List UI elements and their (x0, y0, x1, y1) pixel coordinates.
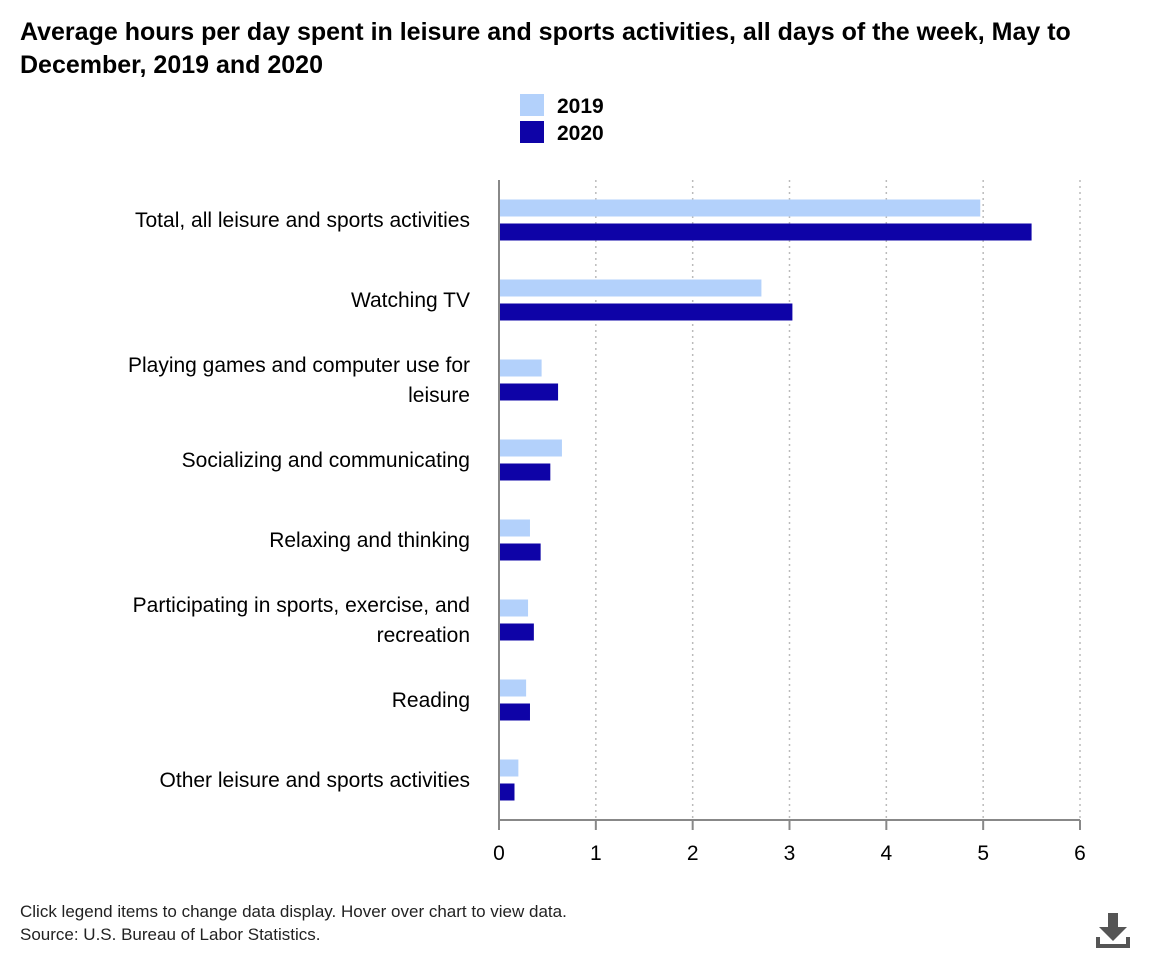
download-icon (1096, 913, 1130, 948)
legend-swatch-2020 (520, 121, 544, 143)
instruction-note: Click legend items to change data displa… (20, 902, 567, 921)
bar-2020-7[interactable]: 2020: 0.32 (499, 703, 530, 721)
bar-2019-7[interactable]: 2019: 0.28 (499, 679, 527, 697)
bar-2019-2[interactable]: 2019: 2.71 (499, 279, 762, 297)
x-tick-label-4: 4 (880, 842, 892, 865)
legend-label-2019: 2019 (557, 95, 604, 118)
bar-2020-4[interactable]: 2020: 0.53 (499, 463, 551, 481)
legend-label-2020: 2020 (557, 122, 604, 145)
chart-footer: Click legend items to change data displa… (20, 900, 567, 946)
bar-2019-4[interactable]: 2019: 0.65 (499, 439, 562, 457)
x-tick-label-5: 5 (977, 842, 989, 865)
legend-swatch-2019 (520, 94, 544, 116)
category-label-3-line-2: leisure (408, 384, 470, 407)
legend-item-2019[interactable]: 2019 (520, 94, 604, 118)
category-label-5: Relaxing and thinking (269, 529, 470, 552)
bar-2020-8[interactable]: 2020: 0.16 (499, 783, 515, 801)
category-label-6-line-1: Participating in sports, exercise, and (133, 594, 470, 617)
category-label-2: Watching TV (351, 289, 470, 312)
bar-2019-3[interactable]: 2019: 0.44 (499, 359, 542, 377)
bar-2020-3[interactable]: 2020: 0.61 (499, 383, 559, 401)
bar-2019-8[interactable]: 2019: 0.2 (499, 759, 519, 777)
x-tick-label-6: 6 (1074, 842, 1086, 865)
category-label-3-line-1: Playing games and computer use for (128, 354, 470, 377)
x-tick-label-1: 1 (590, 842, 602, 865)
bar-2019-6[interactable]: 2019: 0.3 (499, 599, 529, 617)
bar-2020-5[interactable]: 2020: 0.43 (499, 543, 541, 561)
category-label-4: Socializing and communicating (182, 449, 470, 472)
bar-2019-1[interactable]: 2019: 4.97 (499, 199, 981, 217)
download-button[interactable] (1093, 910, 1133, 950)
legend-item-2020[interactable]: 2020 (520, 121, 604, 145)
x-tick-label-3: 3 (784, 842, 796, 865)
category-label-7: Reading (392, 689, 470, 712)
x-tick-label-2: 2 (687, 842, 699, 865)
x-tick-label-0: 0 (493, 842, 505, 865)
bar-2020-1[interactable]: 2020: 5.5 (499, 223, 1032, 241)
bar-2020-6[interactable]: 2020: 0.36 (499, 623, 534, 641)
bar-2019-5[interactable]: 2019: 0.32 (499, 519, 530, 537)
bar-2020-2[interactable]: 2020: 3.03 (499, 303, 793, 321)
category-label-6-line-2: recreation (377, 624, 470, 647)
source-note: Source: U.S. Bureau of Labor Statistics. (20, 925, 321, 944)
chart-title: Average hours per day spent in leisure a… (20, 18, 1071, 79)
bar-chart[interactable]: 2019: 4.97 2020: 5.5 Total, all leisure an… (0, 0, 1160, 890)
category-label-1: Total, all leisure and sports activities (135, 209, 470, 232)
category-label-8: Other leisure and sports activities (160, 769, 470, 792)
